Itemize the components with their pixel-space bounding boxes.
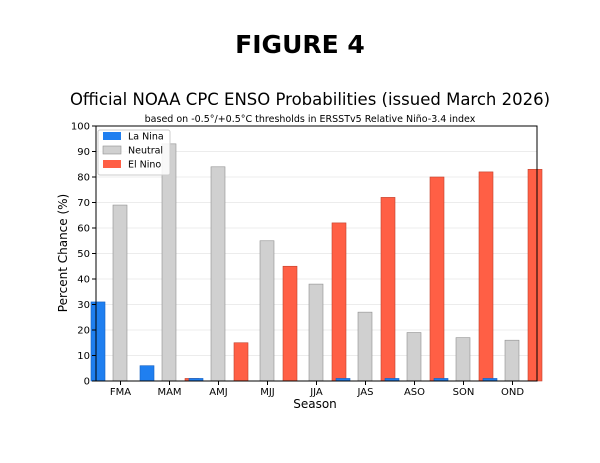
bar-neutral-jas [357, 311, 373, 382]
y-tick-label: 70 [77, 198, 90, 209]
bar-neutral-mjj [259, 240, 275, 382]
y-tick-label: 90 [77, 147, 90, 158]
x-tick-label-son: SON [453, 387, 475, 398]
x-tick-label-aso: ASO [404, 387, 425, 398]
x-tick-label-mjj: MJJ [260, 387, 275, 398]
legend: La Nina Neutral El Nino [97, 129, 171, 176]
chart-subtitle: based on -0.5°/+0.5°C thresholds in ERSS… [145, 114, 476, 125]
y-tick-label: 10 [77, 351, 90, 362]
bar-neutral-mam [161, 143, 177, 382]
bar-neutral-jja [308, 283, 324, 382]
bar-neutral-fma [112, 204, 128, 382]
bar-el-nino-ond [527, 169, 543, 382]
x-tick-label-ond: OND [501, 387, 524, 398]
y-tick-label: 30 [77, 300, 90, 311]
y-axis-ticks: 0 10 20 30 40 50 60 70 80 90 100 [71, 122, 96, 388]
y-axis-label: Percent Chance (%) [56, 194, 70, 312]
bar-neutral-aso [406, 332, 422, 382]
x-axis-label: Season [293, 397, 337, 411]
x-tick-label-amj: AMJ [209, 387, 227, 398]
bar-neutral-amj [210, 166, 226, 382]
bar-neutral-ond [504, 339, 520, 382]
legend-label-el-nino: El Nino [128, 160, 161, 171]
y-tick-label: 80 [77, 173, 90, 184]
y-tick-label: 60 [77, 224, 90, 235]
y-tick-label: 100 [71, 122, 90, 133]
legend-swatch-el-nino [103, 160, 121, 168]
y-tick-label: 50 [77, 249, 90, 260]
x-tick-label-mam: MAM [157, 387, 181, 398]
bar-el-nino-aso [429, 176, 445, 382]
bar-el-nino-jas [380, 197, 396, 382]
bar-neutral-son [455, 337, 471, 382]
x-tick-label-jas: JAS [357, 387, 374, 398]
bar-la-nina-mam [139, 365, 155, 382]
x-tick-label-jja: JJA [309, 387, 323, 398]
x-tick-label-fma: FMA [110, 387, 131, 398]
y-tick-label: 0 [84, 377, 90, 388]
x-axis-ticks: FMA MAM AMJ MJJ JJA JAS ASO SON OND [110, 381, 524, 398]
bar-el-nino-jja [331, 222, 347, 382]
chart-title: Official NOAA CPC ENSO Probabilities (is… [70, 90, 550, 109]
bar-el-nino-mjj [282, 265, 298, 382]
bar-el-nino-son [478, 171, 494, 382]
y-tick-label: 40 [77, 275, 90, 286]
bars [90, 143, 543, 382]
legend-swatch-neutral [102, 145, 122, 155]
y-tick-label: 20 [77, 326, 90, 337]
figure-heading: FIGURE 4 [235, 30, 365, 59]
bar-la-nina-fma [90, 301, 106, 382]
legend-label-neutral: Neutral [128, 146, 163, 157]
legend-label-la-nina: La Nina [128, 132, 164, 143]
legend-swatch-la-nina [103, 132, 121, 140]
bar-el-nino-amj [233, 342, 249, 382]
